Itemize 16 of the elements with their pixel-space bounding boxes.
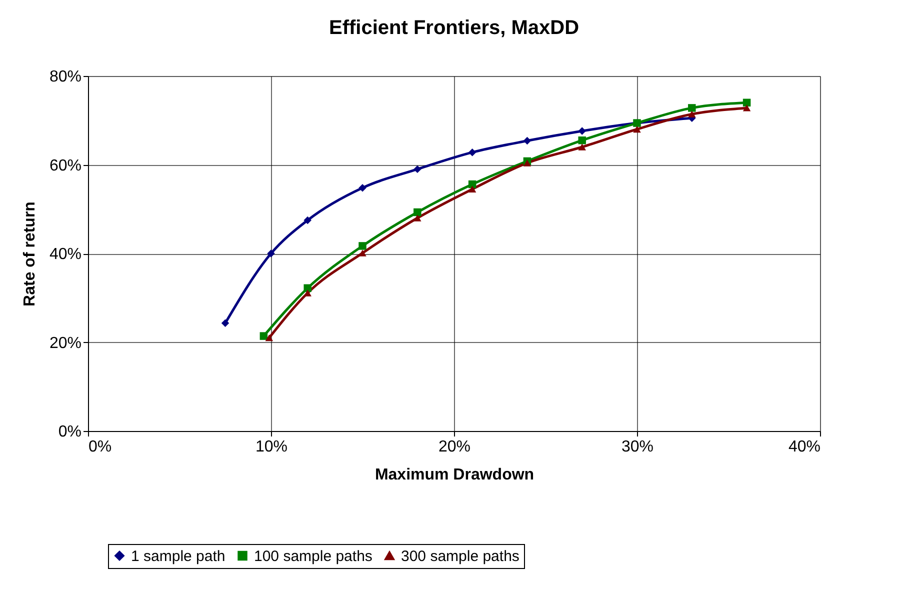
x-tick-label: 0% — [88, 438, 112, 456]
y-tick-label: 80% — [49, 68, 82, 86]
y-tick-label: 20% — [49, 334, 82, 352]
y-tick-label: 40% — [49, 246, 82, 263]
x-tick-label: 40% — [788, 438, 820, 456]
legend-label: 1 sample path — [131, 548, 226, 565]
legend-label: 100 sample paths — [254, 548, 372, 565]
x-tick-label: 10% — [255, 438, 288, 456]
y-axis-title: Rate of return — [21, 202, 38, 306]
x-axis-title: Maximum Drawdown — [374, 466, 534, 484]
legend-label: 300 sample paths — [401, 548, 520, 565]
y-tick-label: 0% — [58, 424, 82, 440]
x-tick-label: 30% — [621, 438, 654, 456]
y-tick-label: 60% — [49, 157, 82, 174]
x-tick-label: 20% — [438, 438, 471, 456]
chart-title: Efficient Frontiers, MaxDD — [328, 17, 580, 39]
